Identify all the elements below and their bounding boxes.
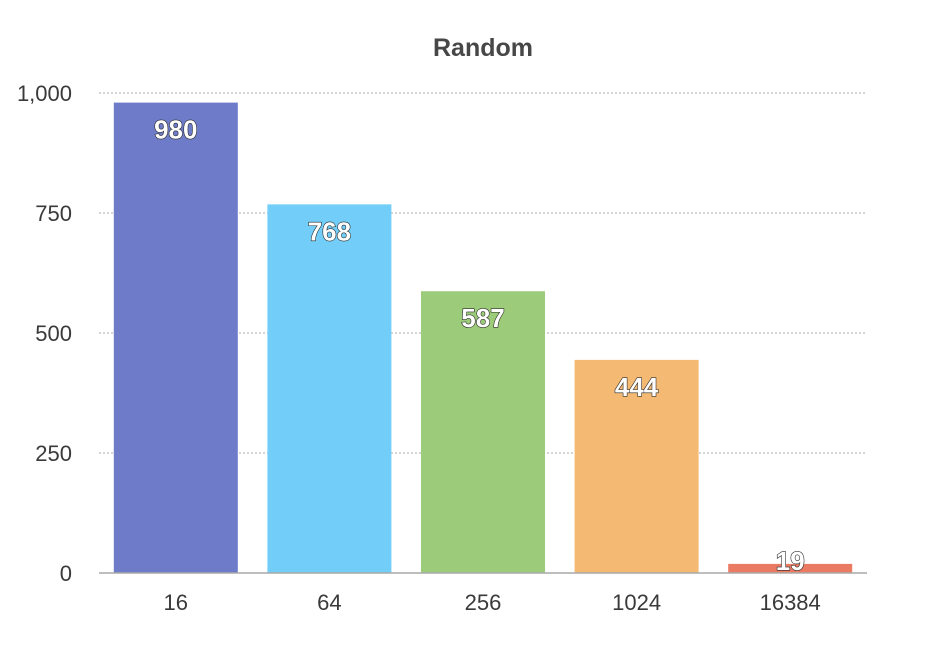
bar-16384	[728, 563, 853, 573]
bars	[113, 102, 853, 574]
bar-256	[421, 291, 545, 573]
x-tick-label: 256	[465, 590, 502, 615]
bar-64	[267, 204, 392, 574]
x-axis-tick-labels: 16 64 256 1024 16384	[164, 590, 821, 615]
data-label-16384: 19	[776, 546, 805, 576]
data-label-64: 768	[308, 216, 351, 246]
data-labels: 980 768 587 444 19	[154, 114, 806, 577]
bar-16	[113, 102, 238, 573]
y-axis-tick-labels: 0 250 500 750 1,000	[17, 81, 72, 586]
y-tick-label: 500	[35, 321, 72, 346]
data-label-256: 587	[461, 303, 504, 333]
data-label-16: 980	[154, 115, 197, 145]
y-tick-label: 0	[60, 561, 72, 586]
y-tick-label: 250	[35, 441, 72, 466]
x-tick-label: 16384	[760, 590, 821, 615]
y-tick-label: 750	[35, 201, 72, 226]
chart-title: Random	[433, 34, 533, 62]
x-tick-label: 1024	[612, 590, 661, 615]
data-label-1024: 444	[615, 372, 659, 402]
y-tick-label: 1,000	[17, 81, 72, 106]
x-tick-label: 64	[317, 590, 341, 615]
bar-1024	[574, 359, 699, 573]
x-tick-label: 16	[164, 590, 188, 615]
